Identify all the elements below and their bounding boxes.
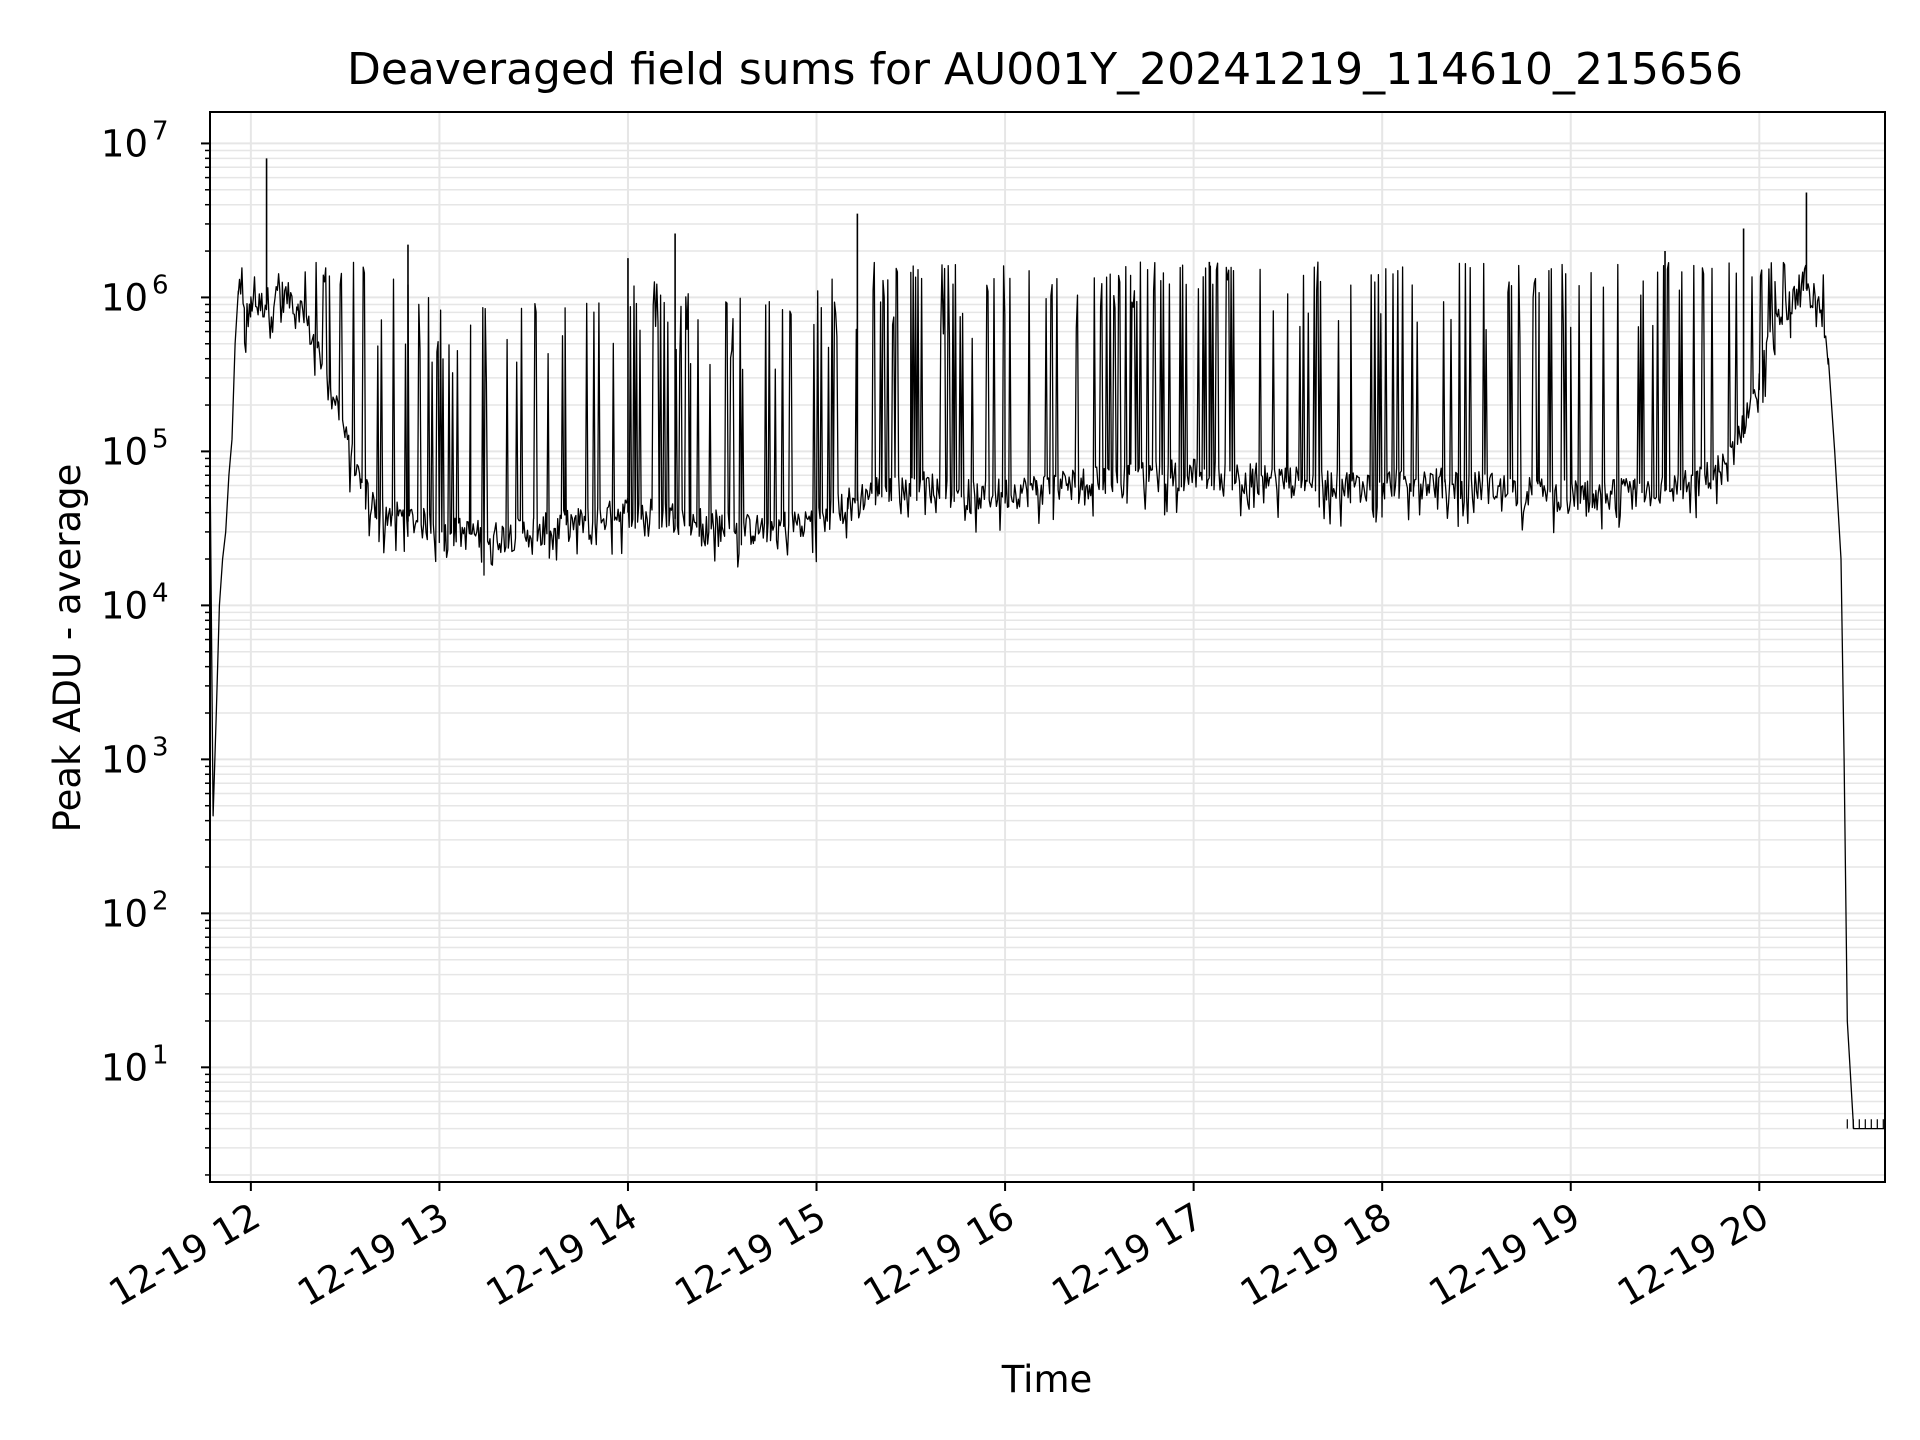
y-tick-exponent: 6: [152, 270, 169, 300]
series-line: [209, 261, 1885, 1182]
plot-frame: [209, 111, 1886, 1183]
y-tick-exponent: 2: [152, 886, 169, 916]
y-axis-title: Peak ADU - average: [46, 464, 89, 833]
y-tick-exponent: 3: [152, 732, 169, 762]
y-tick-label: 10: [101, 276, 148, 319]
y-tick-exponent: 1: [152, 1040, 169, 1070]
y-tick-exponent: 7: [152, 116, 169, 146]
plot-data: [209, 158, 1885, 1182]
x-axis-title: Time: [1001, 1358, 1093, 1401]
y-tick-label: 10: [101, 892, 148, 935]
series-tail-flutter: [1846, 1119, 1884, 1129]
chart-title: Deaveraged field sums for AU001Y_2024121…: [347, 44, 1743, 95]
y-tick-label: 10: [101, 584, 148, 627]
y-tick-label: 10: [101, 738, 148, 781]
y-tick-exponent: 4: [152, 578, 169, 608]
y-tick-label: 10: [101, 1046, 148, 1089]
y-tick-label: 10: [101, 122, 148, 165]
y-tick-label: 10: [101, 430, 148, 473]
y-tick-exponent: 5: [152, 424, 169, 454]
